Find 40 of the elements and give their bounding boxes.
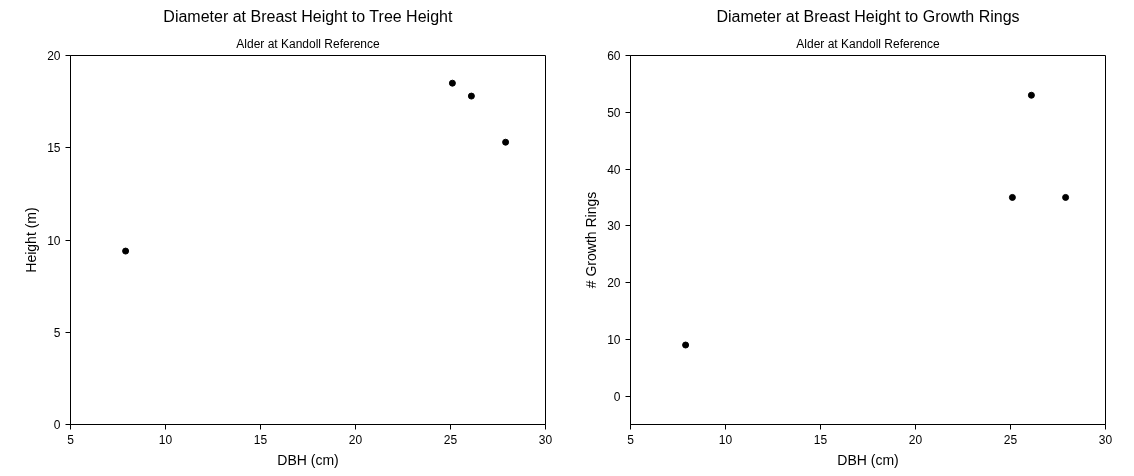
x-tick-label: 20: [348, 432, 363, 447]
point: [1062, 193, 1070, 201]
point: [1027, 91, 1035, 99]
x-tick-label: 30: [1098, 432, 1113, 447]
y-tick-label: 10: [607, 332, 621, 347]
point: [448, 79, 456, 87]
x-tick-label: 25: [443, 432, 458, 447]
y-tick-label: 30: [607, 219, 621, 234]
x-tick-label: 5: [627, 432, 635, 447]
y-tick-label: 20: [47, 49, 61, 63]
x-tick-label: 15: [253, 432, 268, 447]
point: [502, 138, 510, 146]
y-tick-label: 15: [47, 141, 61, 156]
x-tick-label: 30: [538, 432, 553, 447]
x-tick-label: 20: [908, 432, 923, 447]
x-tick-label: 10: [718, 432, 733, 447]
y-tick-label: 0: [53, 418, 61, 432]
point: [467, 92, 475, 100]
chart-title: Diameter at Breast Height to Tree Height: [163, 7, 453, 25]
y-axis-title: Height (m): [23, 207, 40, 273]
x-tick-label: 15: [813, 432, 828, 447]
point: [1008, 193, 1016, 201]
y-tick-label: 10: [47, 233, 61, 248]
y-tick-label: 20: [607, 276, 621, 291]
x-tick-label: 10: [158, 432, 173, 447]
y-tick-label: 40: [607, 162, 621, 177]
y-tick-label: 50: [607, 105, 621, 120]
chart-title: Diameter at Breast Height to Growth Rings: [716, 7, 1020, 25]
x-axis-title: DBH (cm): [277, 451, 339, 468]
y-tick-label: 0: [613, 389, 621, 404]
point: [122, 247, 130, 255]
x-axis-title: DBH (cm): [837, 451, 899, 468]
chart-subtitle: Alder at Kandoll Reference: [236, 36, 381, 51]
x-tick-label: 5: [67, 432, 75, 447]
chart-subtitle: Alder at Kandoll Reference: [796, 36, 941, 51]
y-tick-label: 60: [607, 49, 621, 63]
x-tick-label: 25: [1003, 432, 1018, 447]
point: [682, 341, 690, 349]
y-axis-title: # Growth Rings: [583, 191, 600, 289]
y-tick-label: 5: [53, 325, 61, 340]
